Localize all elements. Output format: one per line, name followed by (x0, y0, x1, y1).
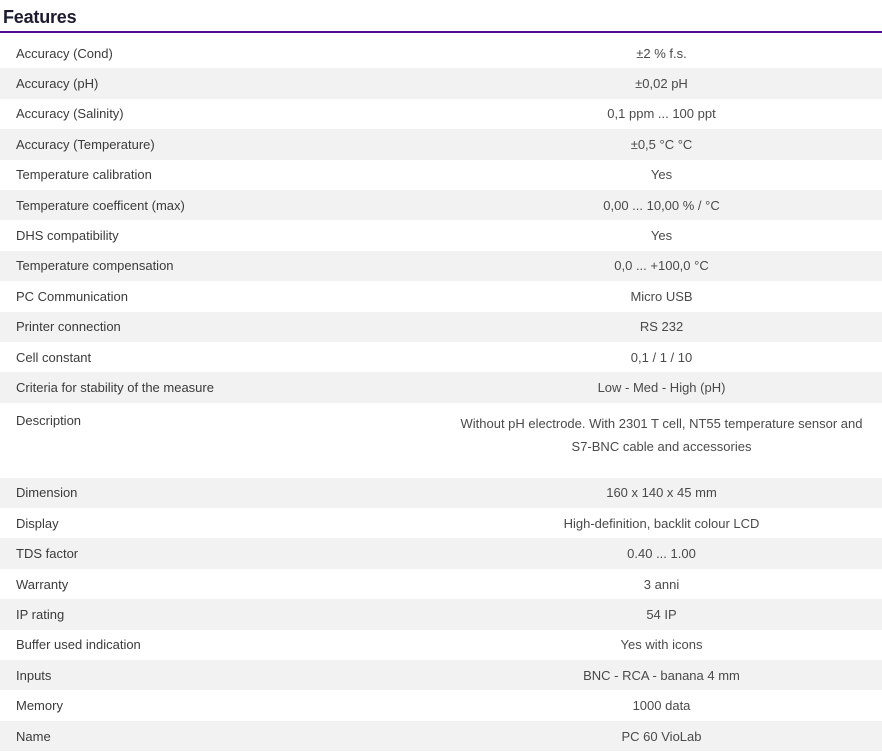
feature-value: 1000 data (632, 698, 691, 714)
feature-label: Warranty (16, 576, 69, 592)
header-underline (0, 31, 882, 33)
table-row: Dimension 160 x 140 x 45 mm (0, 477, 882, 509)
table-row: Cell constant 0,1 / 1 / 10 (0, 342, 882, 372)
feature-label: DHS compatibility (16, 228, 119, 244)
feature-value: 0,00 ... 10,00 % / °C (603, 197, 720, 213)
feature-label: Criteria for stability of the measure (16, 379, 214, 395)
feature-label: Dimension (16, 485, 78, 501)
table-row: Accuracy (Temperature) ±0,5 °C °C (0, 129, 882, 160)
table-row: Display High-definition, backlit colour L… (0, 508, 882, 538)
feature-value: RS 232 (639, 319, 684, 335)
section-title: Features (3, 7, 77, 27)
table-row: Warranty 3 anni (0, 569, 882, 599)
table-row: Inputs BNC - RCA - banana 4 mm (0, 660, 882, 691)
feature-label: PC Communication (16, 288, 128, 304)
table-row: Accuracy (Cond) ±2 % f.s. (0, 38, 882, 68)
feature-label: Accuracy (Salinity) (16, 106, 124, 122)
feature-label: Description (16, 412, 82, 428)
features-header: Features (0, 0, 882, 33)
feature-value: ±0,02 pH (635, 76, 688, 92)
feature-value: 0,1 ppm ... 100 ppt (607, 106, 716, 122)
feature-label: Memory (16, 698, 63, 714)
table-row: Description Without pH electrode. With 23… (0, 403, 882, 478)
table-row: TDS factor 0.40 ... 1.00 (0, 538, 882, 569)
table-row: Temperature coefficent (max) 0,00 ... 10,… (0, 189, 882, 221)
table-row: DHS compatibility Yes (0, 220, 882, 250)
table-row: PC Communication Micro USB (0, 281, 882, 311)
table-row: Name PC 60 VioLab (0, 720, 882, 752)
feature-value: Micro USB (630, 288, 693, 304)
table-row: Accuracy (Salinity) 0,1 ppm ... 100 ppt (0, 99, 882, 129)
feature-value: BNC - RCA - banana 4 mm (583, 667, 740, 683)
features-table: Accuracy (Cond) ±2 % f.s. Accuracy (pH) ±0,… (0, 38, 882, 752)
feature-value: Yes (650, 167, 673, 183)
feature-value: 3 anni (643, 576, 680, 592)
feature-value: 0,0 ... +100,0 °C (614, 258, 709, 274)
feature-value: ±2 % f.s. (636, 45, 687, 61)
table-row: Criteria for stability of the measure Low… (0, 372, 882, 403)
feature-value: 160 x 140 x 45 mm (606, 485, 717, 501)
table-row: Buffer used indication Yes with icons (0, 630, 882, 660)
feature-label: Accuracy (pH) (16, 76, 99, 92)
feature-label: Cell constant (16, 349, 92, 365)
feature-value: ±0,5 °C °C (630, 136, 693, 152)
feature-label: Temperature compensation (16, 258, 174, 274)
feature-label: Accuracy (Temperature) (16, 136, 155, 152)
table-row: Memory 1000 data (0, 690, 882, 720)
table-row: Temperature compensation 0,0 ... +100,0 °… (0, 250, 882, 282)
feature-value: High-definition, backlit colour LCD (563, 515, 760, 531)
feature-label: Display (16, 515, 59, 531)
feature-label: TDS factor (16, 546, 79, 562)
feature-label: IP rating (16, 606, 65, 622)
feature-value: 54 IP (646, 606, 677, 622)
feature-label: Buffer used indication (16, 637, 141, 653)
feature-value: Yes (650, 228, 673, 244)
feature-label: Inputs (16, 667, 52, 683)
feature-value: PC 60 VioLab (621, 728, 702, 744)
feature-value: Low - Med - High (pH) (597, 379, 726, 395)
feature-label: Accuracy (Cond) (16, 45, 113, 61)
feature-value: 0.40 ... 1.00 (627, 546, 696, 562)
feature-label: Name (16, 728, 51, 744)
feature-value: Without pH electrode. With 2301 T cell, … (460, 415, 863, 454)
table-row: Accuracy (pH) ±0,02 pH (0, 68, 882, 99)
table-row: Printer connection RS 232 (0, 311, 882, 342)
table-row: IP rating 54 IP (0, 599, 882, 630)
feature-value: 0,1 / 1 / 10 (630, 349, 693, 365)
feature-label: Printer connection (16, 319, 121, 335)
feature-label: Temperature calibration (16, 167, 152, 183)
feature-value: Yes with icons (620, 637, 703, 653)
table-row: Temperature calibration Yes (0, 160, 882, 190)
feature-label: Temperature coefficent (max) (16, 197, 185, 213)
